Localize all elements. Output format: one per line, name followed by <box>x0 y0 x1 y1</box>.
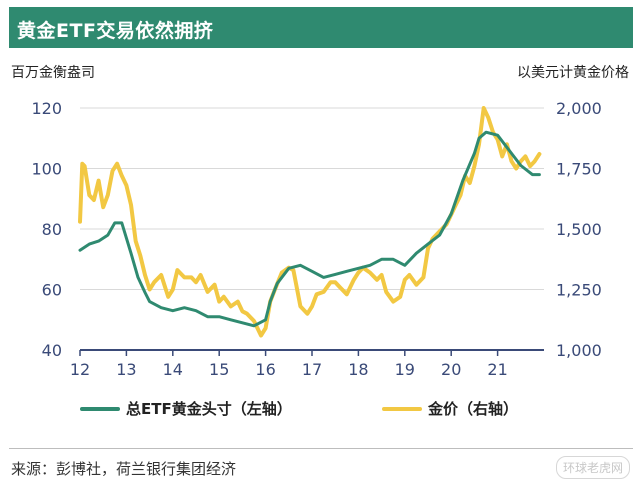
right-tick-label: 1,500 <box>556 220 602 239</box>
x-tick-label: 18 <box>348 360 368 379</box>
legend-swatch-etf <box>80 406 120 411</box>
left-tick-label: 120 <box>31 99 62 118</box>
left-tick-label: 40 <box>42 341 62 360</box>
left-tick-label: 100 <box>31 160 62 179</box>
chart-plot: 120 2,000 100 1,750 80 1,500 60 1,250 40 1,000 12 1… <box>31 99 602 379</box>
right-tick-label: 1,250 <box>556 281 602 300</box>
legend-swatch-gold <box>382 406 422 411</box>
left-axis-label: 百万金衡盎司 <box>11 65 95 81</box>
x-tick-label: 15 <box>209 360 229 379</box>
gold-price-line <box>78 106 542 338</box>
x-tick-label: 12 <box>70 360 90 379</box>
watermark: 环球老虎网 <box>555 456 630 479</box>
x-tick-label: 19 <box>395 360 415 379</box>
title-bar: 黄金ETF交易依然拥挤 <box>9 7 633 48</box>
x-tick-label: 16 <box>255 360 275 379</box>
footer-divider <box>9 448 633 449</box>
x-tick-label: 13 <box>116 360 136 379</box>
source-note: 来源：彭博社，荷兰银行集团经济 <box>11 460 237 478</box>
right-axis-label: 以美元计黄金价格 <box>517 65 629 81</box>
right-tick-label: 1,750 <box>556 160 602 179</box>
chart-title: 黄金ETF交易依然拥挤 <box>17 20 214 42</box>
legend-item-etf: 总ETF黄金头寸（左轴） <box>80 398 292 419</box>
x-tick-label: 20 <box>441 360 461 379</box>
legend: 总ETF黄金头寸（左轴） 金价（右轴） <box>0 398 642 422</box>
legend-label-etf: 总ETF黄金头寸（左轴） <box>126 400 292 418</box>
right-tick-label: 1,000 <box>556 341 602 360</box>
left-tick-label: 60 <box>42 281 62 300</box>
legend-label-gold: 金价（右轴） <box>428 400 519 418</box>
legend-item-gold: 金价（右轴） <box>382 398 518 419</box>
right-tick-label: 2,000 <box>556 99 602 118</box>
x-tick-label: 17 <box>302 360 322 379</box>
x-tick-label: 21 <box>487 360 507 379</box>
etf-holdings-line <box>78 130 541 328</box>
x-tick-label: 14 <box>163 360 183 379</box>
left-tick-label: 80 <box>42 220 62 239</box>
